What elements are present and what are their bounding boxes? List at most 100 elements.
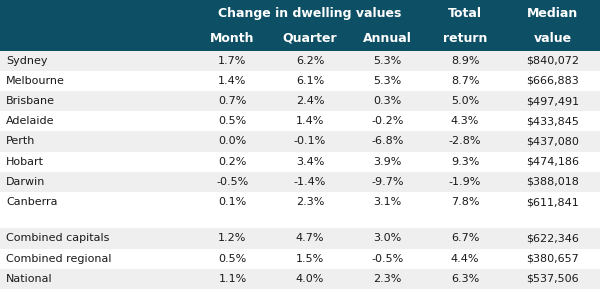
Text: 1.7%: 1.7%	[218, 55, 247, 66]
Text: Combined regional: Combined regional	[6, 254, 112, 264]
Text: -0.5%: -0.5%	[371, 254, 404, 264]
Text: -0.5%: -0.5%	[217, 177, 248, 187]
Text: Melbourne: Melbourne	[6, 76, 65, 86]
Bar	[0, 131, 195, 151]
Text: 4.4%: 4.4%	[451, 254, 479, 264]
Bar	[0, 212, 195, 228]
Bar	[350, 131, 425, 151]
Bar	[425, 228, 505, 249]
Text: 5.3%: 5.3%	[373, 76, 401, 86]
Text: -2.8%: -2.8%	[449, 136, 481, 147]
Text: $433,845: $433,845	[526, 116, 579, 126]
Bar	[0, 91, 195, 111]
Bar	[425, 131, 505, 151]
Bar	[270, 228, 350, 249]
Bar	[270, 269, 350, 289]
Bar	[505, 192, 600, 212]
Text: Total: Total	[448, 7, 482, 20]
Text: 4.3%: 4.3%	[451, 116, 479, 126]
Bar	[0, 111, 195, 131]
Text: Month: Month	[210, 32, 255, 45]
Bar	[505, 26, 600, 51]
Bar	[195, 172, 270, 192]
Text: $611,841: $611,841	[526, 197, 579, 207]
Text: $666,883: $666,883	[526, 76, 579, 86]
Text: $497,491: $497,491	[526, 96, 579, 106]
Bar	[505, 151, 600, 172]
Bar	[270, 51, 350, 71]
Bar	[0, 71, 195, 91]
Text: 2.4%: 2.4%	[296, 96, 324, 106]
Text: -1.4%: -1.4%	[294, 177, 326, 187]
Text: Darwin: Darwin	[6, 177, 46, 187]
Text: $437,080: $437,080	[526, 136, 579, 147]
Bar	[195, 131, 270, 151]
Text: 1.1%: 1.1%	[218, 274, 247, 284]
Text: 6.2%: 6.2%	[296, 55, 324, 66]
Text: 4.0%: 4.0%	[296, 274, 324, 284]
Text: -0.1%: -0.1%	[294, 136, 326, 147]
Bar	[350, 111, 425, 131]
Bar	[350, 228, 425, 249]
Bar	[0, 172, 195, 192]
Bar	[350, 51, 425, 71]
Text: $537,506: $537,506	[526, 274, 579, 284]
Bar	[270, 249, 350, 269]
Bar	[350, 192, 425, 212]
Text: -0.2%: -0.2%	[371, 116, 404, 126]
Text: 3.9%: 3.9%	[373, 157, 401, 167]
Text: 6.1%: 6.1%	[296, 76, 324, 86]
Text: $380,657: $380,657	[526, 254, 579, 264]
Text: Median: Median	[527, 7, 578, 20]
Bar	[0, 228, 195, 249]
Bar	[0, 192, 195, 212]
Bar	[195, 51, 270, 71]
Bar	[505, 249, 600, 269]
Text: 6.3%: 6.3%	[451, 274, 479, 284]
Bar	[505, 228, 600, 249]
Text: Canberra: Canberra	[6, 197, 58, 207]
Text: 7.8%: 7.8%	[451, 197, 479, 207]
Bar	[350, 172, 425, 192]
Text: 1.2%: 1.2%	[218, 234, 247, 243]
Text: 1.4%: 1.4%	[218, 76, 247, 86]
Text: Combined capitals: Combined capitals	[6, 234, 109, 243]
Text: -9.7%: -9.7%	[371, 177, 404, 187]
Bar	[425, 0, 505, 26]
Text: 8.7%: 8.7%	[451, 76, 479, 86]
Bar	[350, 0, 425, 26]
Bar	[350, 91, 425, 111]
Bar	[350, 249, 425, 269]
Text: Quarter: Quarter	[283, 32, 337, 45]
Text: 1.4%: 1.4%	[296, 116, 324, 126]
Bar	[425, 269, 505, 289]
Bar	[195, 0, 270, 26]
Bar	[270, 192, 350, 212]
Bar	[270, 131, 350, 151]
Text: 8.9%: 8.9%	[451, 55, 479, 66]
Bar	[270, 111, 350, 131]
Text: 0.0%: 0.0%	[218, 136, 247, 147]
Bar	[270, 212, 350, 228]
Text: 9.3%: 9.3%	[451, 157, 479, 167]
Text: 6.7%: 6.7%	[451, 234, 479, 243]
Bar	[350, 151, 425, 172]
Bar	[270, 0, 350, 26]
Text: Adelaide: Adelaide	[6, 116, 55, 126]
Bar	[0, 249, 195, 269]
Bar	[505, 51, 600, 71]
Text: 1.5%: 1.5%	[296, 254, 324, 264]
Bar	[505, 212, 600, 228]
Bar	[350, 26, 425, 51]
Bar	[195, 192, 270, 212]
Bar	[425, 212, 505, 228]
Text: National: National	[6, 274, 53, 284]
Bar	[195, 249, 270, 269]
Bar	[425, 26, 505, 51]
Text: 0.7%: 0.7%	[218, 96, 247, 106]
Bar	[425, 192, 505, 212]
Bar	[195, 111, 270, 131]
Bar	[195, 26, 270, 51]
Bar	[270, 71, 350, 91]
Text: 0.3%: 0.3%	[373, 96, 401, 106]
